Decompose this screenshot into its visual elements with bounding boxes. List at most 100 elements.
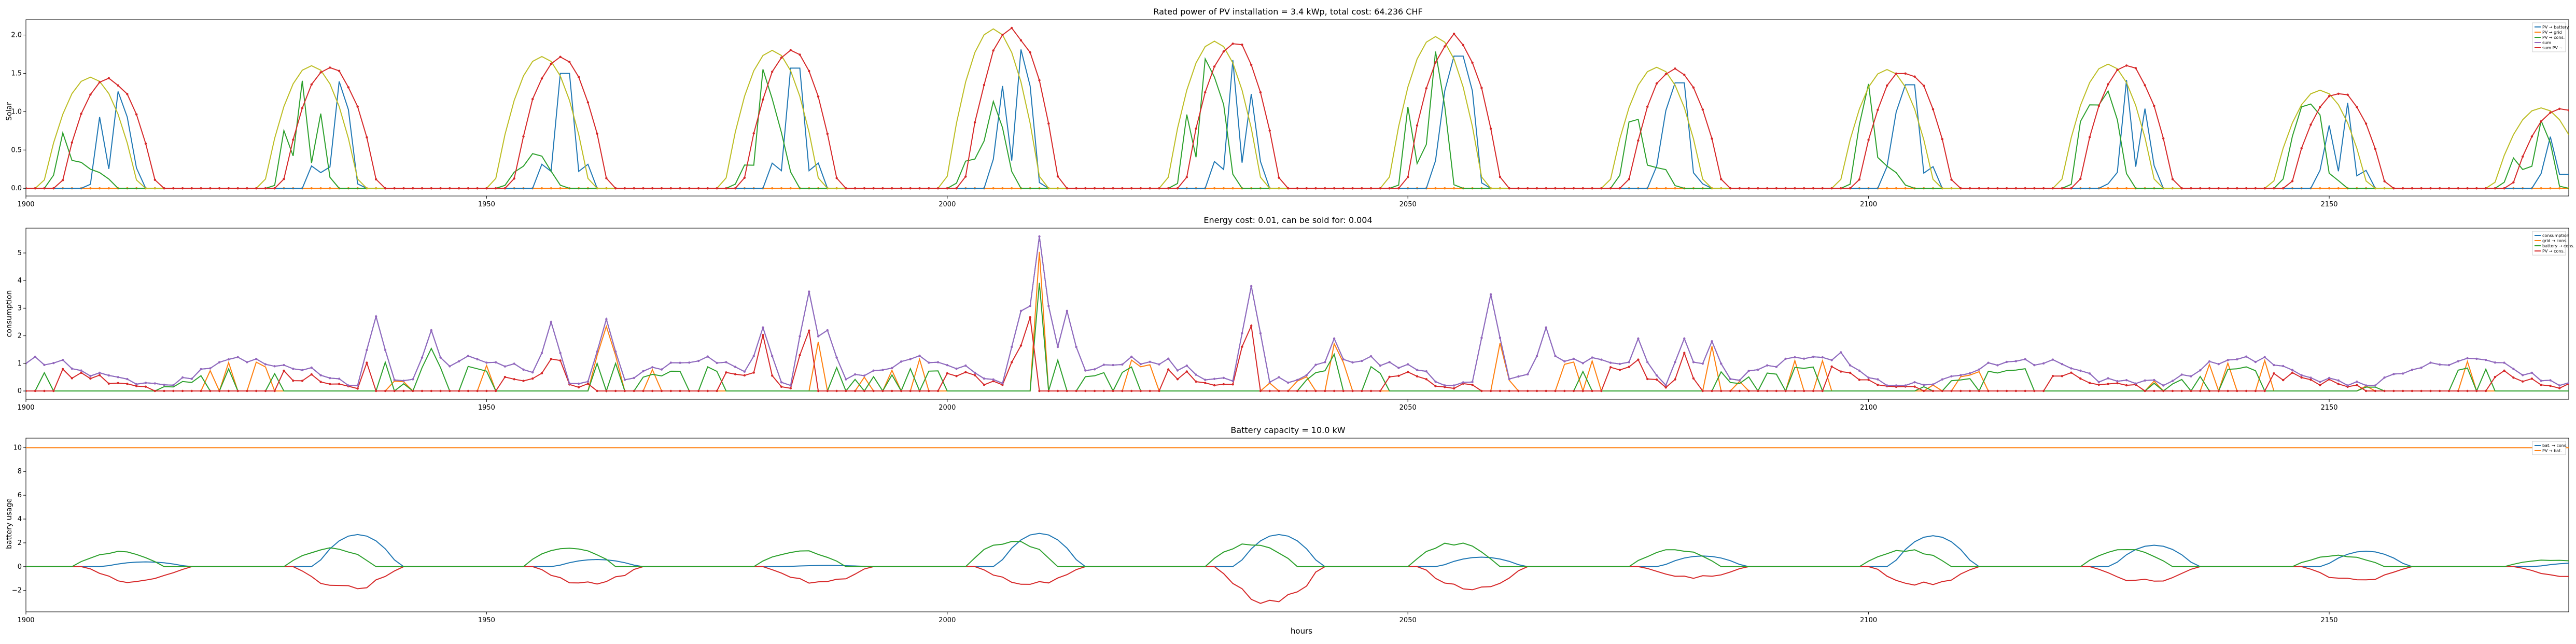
series-sum-pv-marker [163,187,165,190]
series-consumption-marker [2319,381,2321,383]
series-consumption-marker [936,361,940,363]
series-consumption-marker [642,370,645,373]
series-consumption-marker [734,366,737,368]
series-consumption-marker [1609,361,1612,364]
series-consumption-marker [1259,332,1262,334]
series-consumption-marker [34,355,37,358]
series-sum-pv-marker [283,178,285,180]
series-pv-to-cons-marker [1849,371,1852,374]
series-pv-to-cons-marker [1407,371,1409,373]
series-consumption-marker [955,367,958,370]
series-sum-pv-marker [1296,187,1299,190]
series-sum-pv-marker [1489,127,1492,130]
series-pv-to-cons-marker [356,387,359,390]
series-consumption-marker [1517,375,1520,378]
series-pv-to-cons-marker [236,389,239,393]
series-sum-pv-marker [430,187,432,190]
series-consumption-marker [283,363,285,367]
series-sum-pv-marker [1757,187,1759,190]
series-consumption-marker [1314,363,1317,366]
series-consumption-marker [2411,368,2414,371]
series-consumption-marker [1655,374,1658,377]
series-pv-to-cons-marker [1434,385,1437,387]
series-consumption-marker [107,374,110,377]
series-pv-to-cons-marker [2107,383,2109,385]
series-sum-pv-marker [2153,105,2155,107]
series-pv-to-cons-marker [338,383,341,385]
series-pv-to-cons-marker [1231,383,1234,386]
series-consumption-marker [1931,383,1935,386]
series-consumption-marker [1139,363,1142,366]
series-pv-to-cons-marker [2356,384,2358,386]
series-consumption-marker [1056,345,1059,348]
series-consumption-marker [2567,382,2569,384]
y-tick-label: 0.0 [11,185,22,192]
series-consumption-marker [485,361,488,364]
series-pv-to-cons-marker [412,389,414,393]
series-consumption-marker [384,348,387,352]
series-sum-pv-marker [909,187,912,190]
series-pv-to-cons-marker [2494,375,2497,379]
series-pv-to-cons-marker [485,389,488,393]
series-consumption-marker [1379,365,1382,367]
series-consumption-marker [172,384,175,387]
series-pv-to-cons-marker [1683,352,1686,354]
series-pv-to-cons-marker [2402,389,2404,393]
series-sum-pv-marker [1978,187,1980,190]
series-pv-to-cons-marker [688,389,691,393]
series-consumption-marker [200,368,202,371]
series-pv-to-cons-marker [1508,389,1510,393]
series-consumption-marker [2033,364,2036,367]
series-consumption-marker [375,315,377,318]
series-consumption-marker [577,382,580,385]
series-consumption-marker [2162,384,2165,387]
series-sum-pv-marker [1222,50,1225,53]
series-pv-to-cons-marker [1766,389,1769,393]
series-sum-pv-marker [2300,147,2303,149]
series-pv-to-cons-marker [2282,379,2285,382]
series-pv-to-cons-marker [1931,389,1935,393]
series-sum-pv-marker [1821,187,1824,190]
series-sum-pv-marker [1563,187,1566,190]
series-pv-to-cons-marker [808,329,810,332]
series-pv-to-cons-marker [2263,389,2266,393]
series-consumption-marker [1812,355,1815,358]
series-pv-to-cons-marker [2447,389,2451,393]
series-sum-pv-marker [983,83,986,87]
series-sum-pv-marker [172,187,175,190]
series-sum-pv-marker [2383,180,2386,183]
series-consumption-marker [2439,363,2441,366]
series-sum-pv-marker [126,93,129,95]
series-pv-to-cons-marker [329,383,331,385]
series-pv-to-cons-marker [1241,345,1243,348]
series-pv-to-cons-marker [762,334,764,337]
series-sum-pv-marker [34,187,37,190]
series-sum-pv-marker [2088,136,2091,138]
series-consumption-marker [476,358,479,360]
series-sum-pv-marker [292,138,295,141]
series-sum-pv-marker [1250,63,1253,66]
series-sum-pv-marker [1950,178,1953,181]
series-sum-pv-marker [319,71,322,74]
series-sum-pv-marker [1139,187,1142,190]
series-consumption-marker [1803,357,1805,360]
series-pv-to-cons-marker [642,389,645,393]
series-sum-pv-marker [2171,178,2174,180]
series-sum-pv-marker [992,49,995,52]
series-consumption-marker [1683,337,1686,340]
series-consumption-marker [421,356,424,359]
series-sum-pv-marker [1397,187,1400,190]
series-sum-pv-marker [936,187,940,190]
series-sum-pv-marker [1840,187,1842,190]
series-sum-pv-marker [1987,187,1990,190]
series-consumption-marker [449,365,451,368]
series-pv-to-cons-marker [1794,389,1796,393]
series-sum-pv-marker [2180,187,2183,190]
series-pv-to-grid-marker [1895,187,1898,190]
series-pv-to-cons-marker [679,389,681,393]
series-pv-to-cons-marker [2429,389,2432,393]
series-consumption-marker [1231,380,1234,382]
series-sum-pv-marker [2273,187,2275,190]
series-consumption-marker [2457,360,2459,362]
series-sum-pv-marker [651,187,654,190]
